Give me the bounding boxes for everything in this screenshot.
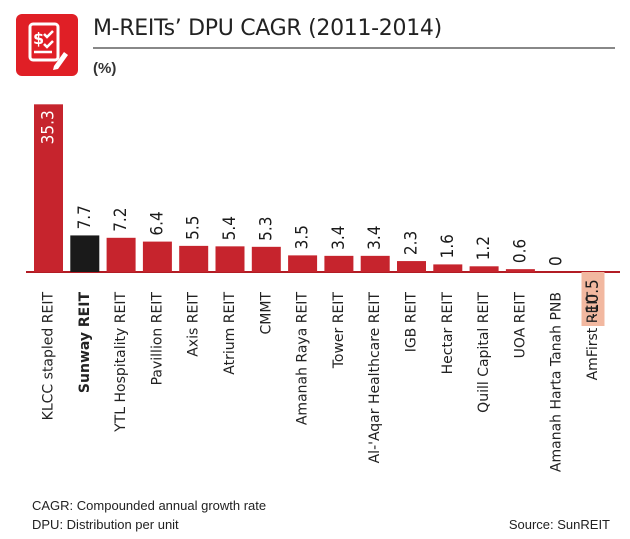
category-label: KLCC stapled REIT — [41, 292, 57, 421]
negative-value-box — [581, 272, 605, 326]
value-label: 3.5 — [293, 225, 313, 249]
value-label: 35.3 — [39, 110, 59, 144]
bar — [505, 269, 535, 272]
value-label: 6.4 — [147, 211, 167, 235]
bar — [324, 255, 354, 272]
category-label: Axis REIT — [186, 292, 202, 357]
svg-text:$: $ — [33, 29, 44, 48]
document-dollar-icon: $ — [16, 14, 78, 76]
bar — [70, 235, 100, 272]
value-label: 7.7 — [75, 205, 95, 229]
category-label: Sunway REIT — [77, 292, 93, 394]
category-label: Pavillion REIT — [149, 292, 165, 386]
category-label: Quill Capital REIT — [476, 292, 492, 413]
value-label: 0 — [547, 256, 567, 266]
value-label: 5.3 — [256, 216, 276, 240]
source-note: Source: SunREIT — [508, 517, 610, 532]
value-label: 1.2 — [474, 236, 494, 260]
bar — [215, 246, 245, 272]
title-divider — [93, 47, 615, 49]
category-label: Al-'Aqar Healthcare REIT — [367, 292, 383, 464]
bar — [179, 245, 209, 272]
category-label: AmFirst REIT — [585, 292, 601, 381]
category-label: CMMT — [258, 292, 274, 335]
category-label: Hectar REIT — [440, 292, 456, 375]
category-label: IGB REIT — [404, 292, 420, 353]
bar — [142, 241, 172, 272]
bar — [106, 237, 136, 272]
value-label: 3.4 — [365, 226, 385, 250]
value-label: 3.4 — [329, 226, 349, 250]
value-label: 7.2 — [111, 207, 131, 231]
footnote-dpu: DPU: Distribution per unit — [32, 517, 179, 532]
category-label: UOA REIT — [512, 292, 528, 359]
category-label: Atrium REIT — [222, 292, 238, 375]
value-label: 5.4 — [220, 216, 240, 240]
category-label: Amanah Harta Tanah PNB — [549, 292, 565, 472]
category-label: YTL Hospitality REIT — [113, 292, 129, 433]
bar — [360, 255, 390, 272]
unit-label: (%) — [93, 60, 117, 77]
bar — [288, 255, 318, 272]
chart-title: M-REITs’ DPU CAGR (2011-2014) — [93, 16, 442, 41]
category-label: Tower REIT — [331, 292, 347, 370]
value-label: -10.5 — [583, 279, 603, 319]
bar — [433, 264, 463, 272]
bar — [34, 104, 63, 272]
category-label: Amanah Raya REIT — [295, 292, 311, 426]
bar — [397, 261, 426, 272]
value-label: 1.6 — [438, 234, 458, 258]
bar — [251, 246, 281, 272]
footnote-cagr: CAGR: Compounded annual growth rate — [32, 498, 267, 513]
value-label: 5.5 — [184, 216, 204, 240]
value-label: 2.3 — [402, 231, 422, 255]
value-label: 0.6 — [510, 239, 530, 263]
bar — [469, 266, 499, 272]
